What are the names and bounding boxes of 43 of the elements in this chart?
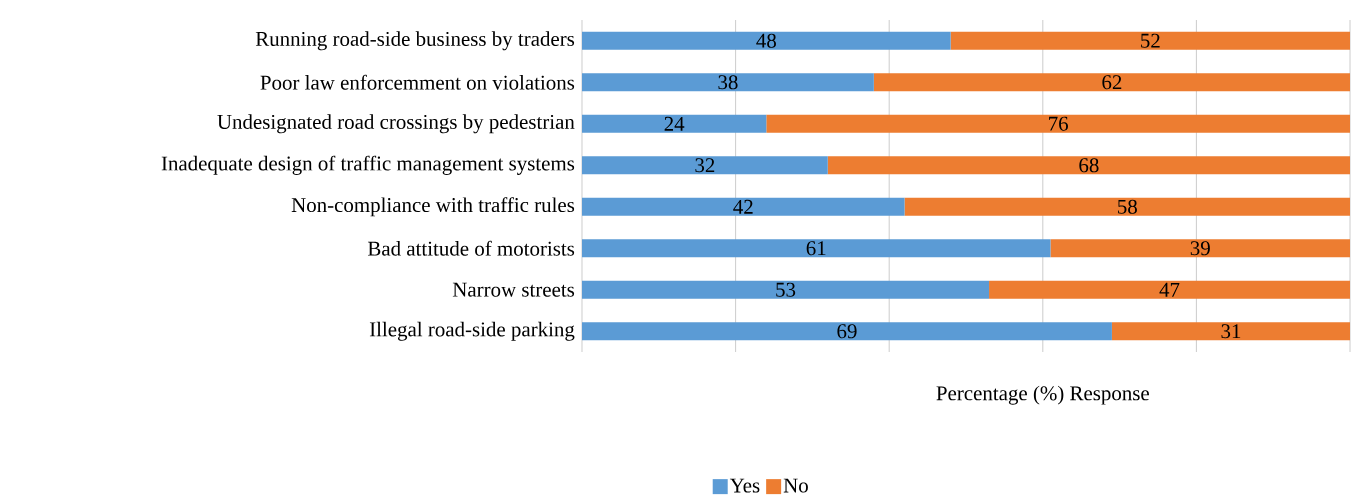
bar — [581, 280, 990, 299]
data-label: 24 — [664, 116, 685, 131]
y-tick-label: Running road-side business by traders — [255, 31, 575, 51]
bar — [581, 114, 767, 133]
bar — [873, 73, 1350, 92]
bar — [1111, 322, 1350, 341]
y-tick-label: Illegal road-side parking — [369, 321, 575, 341]
data-label: 62 — [1102, 75, 1122, 90]
y-tick-label: Undesignated road crossings by pedestrian — [217, 114, 575, 134]
data-label: 47 — [1159, 282, 1180, 297]
y-tick-label: Poor law enforcemment on violations — [260, 74, 575, 90]
bar — [581, 322, 1112, 341]
data-label: 61 — [806, 241, 826, 256]
data-label: 58 — [1118, 199, 1137, 214]
bar — [989, 280, 1350, 299]
bar — [766, 114, 1350, 133]
data-label: 69 — [837, 324, 857, 339]
bar — [581, 239, 1051, 258]
y-tick-label: Non-compliance with traffic rules — [291, 197, 575, 217]
bar — [581, 197, 905, 216]
bar — [581, 73, 874, 92]
data-label: 42 — [733, 199, 753, 214]
bar — [827, 156, 1350, 175]
data-label: 53 — [776, 282, 796, 297]
y-tick-label: Inadequate design of traffic management systems — [161, 155, 575, 175]
bar — [581, 156, 828, 175]
x-axis-title: Percentage (%) Response — [936, 385, 1149, 405]
legend-label: No — [783, 478, 808, 493]
data-label: 52 — [1141, 33, 1160, 48]
bar — [581, 31, 951, 50]
bar — [950, 31, 1350, 50]
bar — [904, 197, 1350, 216]
y-tick-label: Narrow streets — [452, 282, 575, 297]
data-label: 68 — [1079, 158, 1099, 173]
y-tick-label: Bad attitude of motorists — [367, 240, 575, 256]
legend-label: Yes — [729, 478, 760, 493]
data-label: 76 — [1049, 116, 1069, 131]
data-label: 39 — [1190, 241, 1210, 256]
data-label: 38 — [718, 75, 738, 90]
data-label: 32 — [695, 158, 715, 173]
bar — [1050, 239, 1350, 258]
data-label: 48 — [756, 33, 776, 48]
data-label: 31 — [1221, 324, 1241, 339]
